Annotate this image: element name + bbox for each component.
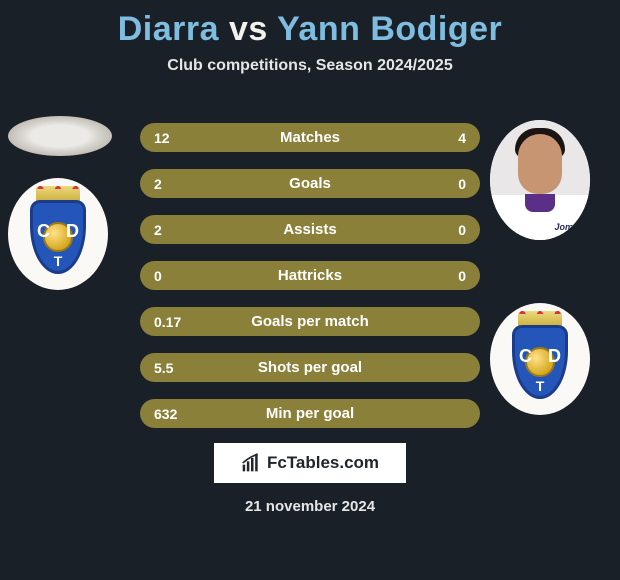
- stat-label: Goals per match: [214, 313, 406, 330]
- jersey-brand-label: Joma: [554, 222, 578, 232]
- title-player1: Diarra: [118, 10, 219, 48]
- stat-label: Hattricks: [214, 267, 406, 284]
- stat-right-value: 0: [406, 222, 466, 238]
- stat-left-value: 2: [154, 176, 214, 192]
- chart-icon: [241, 453, 261, 473]
- title-player2: Yann Bodiger: [277, 10, 502, 48]
- stats-panel: 12 Matches 4 2 Goals 0 2 Assists 0 0 Hat…: [140, 123, 480, 445]
- stat-label: Min per goal: [214, 405, 406, 422]
- stat-row-goals-per-match: 0.17 Goals per match: [140, 307, 480, 336]
- player1-photo: [8, 116, 112, 156]
- crest-letter-c: C: [519, 346, 532, 367]
- site-badge: FcTables.com: [214, 443, 406, 483]
- stat-label: Shots per goal: [214, 359, 406, 376]
- stat-left-value: 0: [154, 268, 214, 284]
- site-label: FcTables.com: [267, 453, 379, 473]
- stat-label: Assists: [214, 221, 406, 238]
- comparison-title: Diarra vs Yann Bodiger: [0, 0, 620, 49]
- crest-letter-t: T: [54, 253, 63, 269]
- title-vs: vs: [229, 10, 268, 48]
- stat-right-value: 4: [406, 130, 466, 146]
- player2-photo: Joma: [490, 120, 590, 240]
- player2-club-crest: C D T: [490, 303, 590, 415]
- stat-left-value: 0.17: [154, 314, 214, 330]
- crest-shield-icon: C D T: [30, 200, 86, 274]
- crest-shield-icon: C D T: [512, 325, 568, 399]
- stat-row-shots-per-goal: 5.5 Shots per goal: [140, 353, 480, 382]
- stat-right-value: 0: [406, 176, 466, 192]
- stat-row-min-per-goal: 632 Min per goal: [140, 399, 480, 428]
- crest-letter-d: D: [548, 346, 561, 367]
- stat-label: Matches: [214, 129, 406, 146]
- stat-row-goals: 2 Goals 0: [140, 169, 480, 198]
- stat-left-value: 12: [154, 130, 214, 146]
- player1-club-crest: C D T: [8, 178, 108, 290]
- crest-letter-c: C: [37, 221, 50, 242]
- stat-left-value: 2: [154, 222, 214, 238]
- stat-right-value: 0: [406, 268, 466, 284]
- stat-row-hattricks: 0 Hattricks 0: [140, 261, 480, 290]
- crest-letter-t: T: [536, 378, 545, 394]
- stat-left-value: 5.5: [154, 360, 214, 376]
- subtitle: Club competitions, Season 2024/2025: [0, 57, 620, 75]
- stat-left-value: 632: [154, 406, 214, 422]
- stat-row-matches: 12 Matches 4: [140, 123, 480, 152]
- snapshot-date: 21 november 2024: [0, 498, 620, 515]
- stat-row-assists: 2 Assists 0: [140, 215, 480, 244]
- crest-letter-d: D: [66, 221, 79, 242]
- stat-label: Goals: [214, 175, 406, 192]
